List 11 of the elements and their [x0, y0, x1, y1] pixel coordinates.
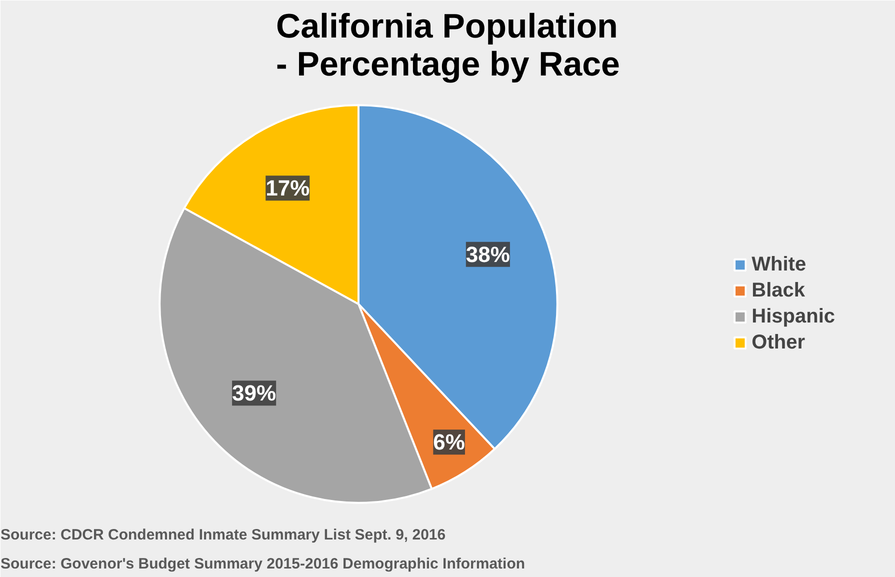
data-label: 17% — [266, 176, 310, 201]
data-label: 6% — [433, 430, 465, 455]
source-note: Source: Govenor's Budget Summary 2015-2016 Demographic Information — [0, 556, 526, 572]
chart-title: California Population - Percentage by Race — [276, 8, 620, 84]
source-note: Source: CDCR Condemned Inmate Summary List Sept. 9, 2016 — [0, 526, 446, 544]
legend-label: White — [752, 253, 806, 276]
legend-label: Other — [752, 331, 805, 354]
legend-label: Hispanic — [752, 305, 835, 328]
data-label: 38% — [466, 242, 510, 267]
data-label: 39% — [232, 380, 276, 406]
legend-label: Black — [752, 279, 806, 302]
